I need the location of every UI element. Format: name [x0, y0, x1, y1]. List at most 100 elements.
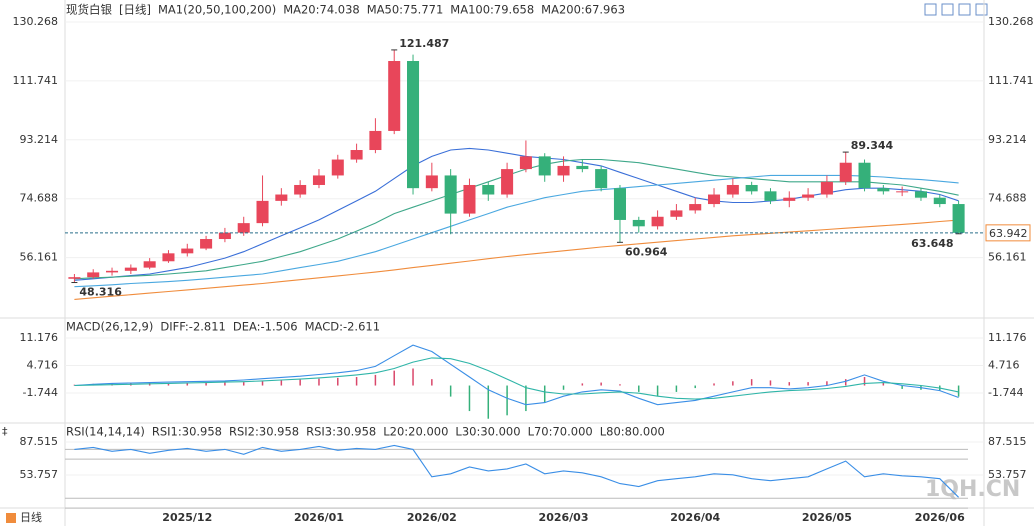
legend-entry: MA100:79.658 — [450, 3, 534, 17]
candle-body — [745, 184, 758, 192]
candle-body — [407, 60, 420, 189]
legend-entry: L30:30.000 — [455, 425, 520, 439]
series-line — [74, 174, 959, 288]
legend-entry: DIFF:-2.811 — [160, 320, 226, 334]
x-tick-label: 2026/03 — [539, 511, 589, 524]
annotation-label: 121.487 — [399, 37, 449, 50]
candle-body — [670, 210, 683, 217]
candle-body — [87, 272, 100, 278]
candle-body — [106, 270, 119, 273]
legend-entry: L70:70.000 — [528, 425, 593, 439]
candle-body — [858, 162, 871, 189]
icon[interactable] — [958, 3, 971, 16]
y-tick-label: 87.515 — [20, 435, 59, 448]
y2-tick-label: 56.161 — [988, 251, 1027, 264]
y2-tick-label: 130.268 — [988, 15, 1034, 28]
candle-body — [820, 181, 833, 195]
legend-entry: MA1(20,50,100,200) — [158, 3, 276, 17]
series-line — [74, 357, 959, 400]
legend-entry: 现货白银 — [66, 3, 112, 17]
annotation-label: 63.648 — [911, 237, 953, 250]
icon[interactable] — [975, 3, 988, 16]
x-tick-label: 2026/05 — [802, 511, 852, 524]
candle-body — [256, 200, 269, 224]
series-line — [74, 344, 959, 406]
candle-body — [689, 204, 702, 211]
legend-entry: MA200:67.963 — [541, 3, 625, 17]
legend-entry: RSI1:30.958 — [152, 425, 222, 439]
series-line — [74, 147, 959, 281]
x-tick-label: 2026/01 — [294, 511, 344, 524]
candle-body — [162, 253, 175, 262]
series-line — [74, 219, 959, 300]
candle-body — [839, 162, 852, 182]
x-tick-label: 2026/02 — [407, 511, 457, 524]
legend-entry: MA50:75.771 — [367, 3, 444, 17]
y-tick-label: 74.688 — [20, 192, 59, 205]
y-tick-label: 93.214 — [20, 133, 59, 146]
candle-body — [557, 165, 570, 176]
candle-body — [200, 239, 213, 249]
legend-entry: MACD(26,12,9) — [66, 320, 153, 334]
legend-entry: DEA:-1.506 — [233, 320, 298, 334]
candle-body — [783, 197, 796, 201]
candle-body — [538, 156, 551, 176]
y2-tick-label: 111.741 — [988, 74, 1034, 87]
y2-tick-label: 87.515 — [988, 435, 1027, 448]
candle-body — [388, 60, 401, 131]
candle-body — [444, 175, 457, 214]
candle-body — [708, 194, 721, 205]
legend-entry: [日线] — [119, 3, 151, 17]
y-tick-label: 111.741 — [13, 74, 59, 87]
candle-body — [143, 261, 156, 268]
icon[interactable] — [941, 3, 954, 16]
candle-body — [726, 184, 739, 195]
legend-entry: MA20:74.038 — [283, 3, 360, 17]
candle-body — [933, 197, 946, 205]
period-icon — [6, 513, 16, 523]
y2-tick-label: 11.176 — [988, 331, 1027, 344]
toolbar-icons — [924, 3, 988, 16]
candle-body — [632, 219, 645, 227]
y-tick-label: -1.744 — [23, 386, 58, 399]
legend-entry: MACD:-2.611 — [305, 320, 380, 334]
y2-tick-label: 93.214 — [988, 133, 1027, 146]
legend-entry: RSI2:30.958 — [229, 425, 299, 439]
annotation-label: 89.344 — [851, 139, 894, 152]
candle-body — [952, 204, 965, 233]
legend-entry: L80:80.000 — [600, 425, 665, 439]
candle-body — [877, 188, 890, 192]
series-line — [74, 158, 959, 280]
x-tick-label: 2026/06 — [915, 511, 965, 524]
candle-body — [463, 184, 476, 214]
legend-entry: RSI(14,14,14) — [66, 425, 145, 439]
period-button[interactable]: 日线 — [20, 510, 42, 524]
candle-body — [350, 150, 363, 160]
rsi-marker: ‡ — [2, 425, 8, 438]
series-line — [74, 444, 959, 498]
candle-body — [576, 165, 589, 170]
candle-body — [425, 175, 438, 189]
candle-body — [294, 184, 307, 195]
candle-body — [482, 184, 495, 195]
y-tick-label: 130.268 — [13, 15, 59, 28]
legend-entry: RSI3:30.958 — [306, 425, 376, 439]
candle-body — [896, 191, 909, 193]
candle-body — [181, 248, 194, 254]
candle-body — [501, 169, 514, 195]
y-tick-label: 56.161 — [20, 251, 59, 264]
candle-body — [369, 130, 382, 151]
y2-tick-label: 53.757 — [988, 468, 1027, 481]
candle-body — [331, 159, 344, 176]
icon[interactable] — [924, 3, 937, 16]
candle-body — [124, 267, 137, 271]
candle-body — [613, 188, 626, 220]
candle-body — [651, 216, 664, 227]
candle-body — [595, 169, 608, 189]
y2-tick-label: 4.716 — [988, 358, 1020, 371]
candle-body — [237, 223, 250, 233]
last-price-label: 63.942 — [989, 227, 1028, 240]
annotation-label: 48.316 — [79, 286, 122, 299]
y2-tick-label: -1.744 — [988, 386, 1023, 399]
